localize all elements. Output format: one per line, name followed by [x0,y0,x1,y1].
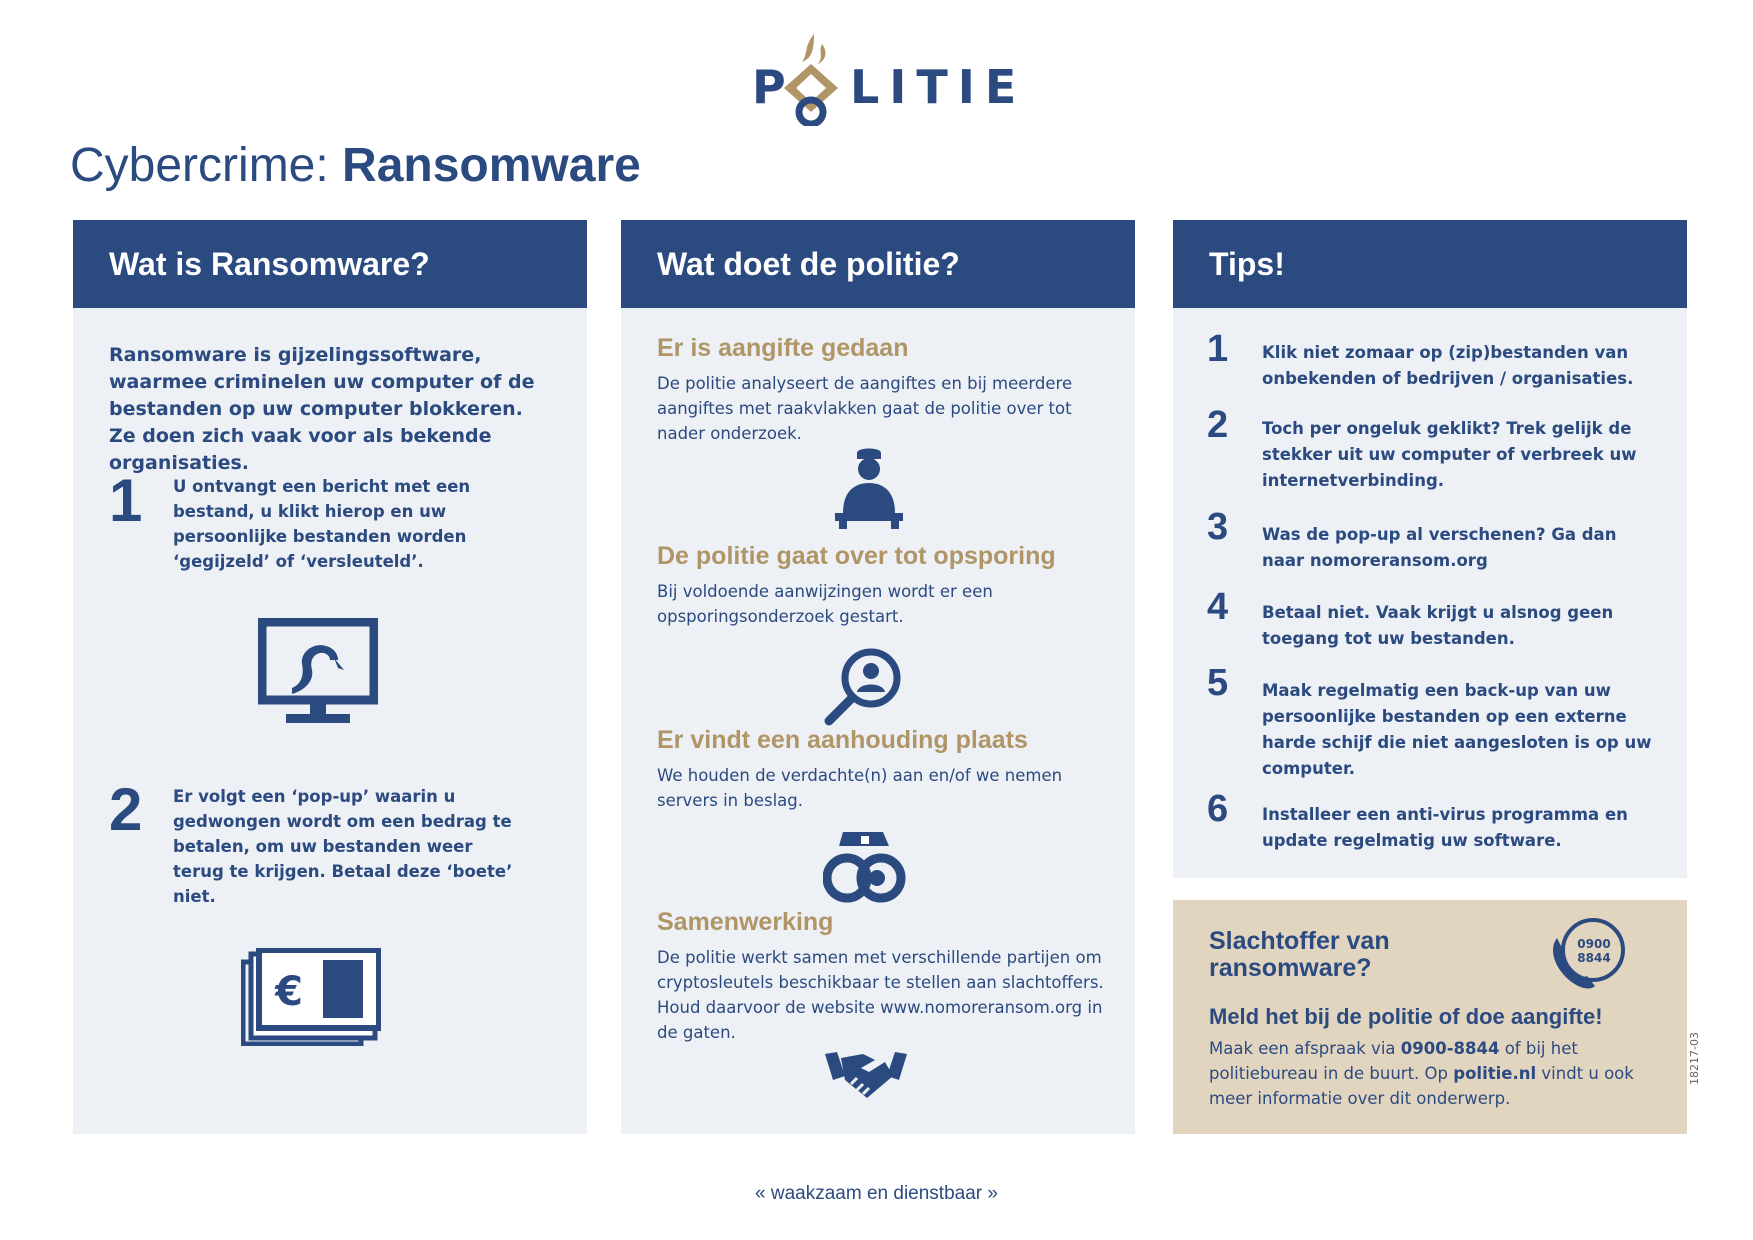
money-euro-icon: € [241,948,381,1046]
document-code: 18217-03 [1688,1032,1701,1085]
column-tips: Tips! 1 Klik niet zomaar op (zip)bestand… [1173,220,1687,878]
slogan: « waakzaam en dienstbaar » [755,1183,998,1204]
phone-badge-line1: 0900 [1577,937,1610,951]
tip-number: 2 [1207,404,1229,446]
column-heading: Wat is Ransomware? [73,220,587,308]
step-number: 2 [109,776,143,843]
police-officer-icon [835,448,903,529]
column-police: Wat doet de politie? Er is aangifte geda… [621,220,1135,1134]
tip-text: Klik niet zomaar op (zip)bestanden van o… [1262,343,1634,388]
computer-hook-icon [258,618,378,723]
handcuffs-icon [823,832,906,903]
title-bold: Ransomware [342,139,641,192]
step-text: U ontvangt een bericht met een bestand, … [173,477,471,571]
victim-text-c: vindt u ook meer informatie over dit ond… [1209,1064,1634,1108]
politie-logo: P LITIE [750,30,1016,130]
politie-emblem-icon [784,34,838,126]
column-body: 1 Klik niet zomaar op (zip)bestanden van… [1173,308,1687,878]
victim-text-a: Maak een afspraak via [1209,1039,1401,1058]
victim-site: politie.nl [1453,1064,1537,1083]
intro-text: Ransomware is gijzelingssoftware, waarme… [109,344,535,474]
tip-number: 5 [1207,662,1229,704]
section-title: De politie gaat over tot opsporing [657,542,1056,570]
phone-icon: 0900 8844 [1553,918,1625,989]
victim-phone: 0900-8844 [1400,1039,1500,1058]
tip-text: Maak regelmatig een back-up van uw perso… [1262,681,1652,778]
step-text: Er volgt een ‘pop-up’ waarin u gedwongen… [173,787,513,906]
section-title: Er is aangifte gedaan [657,334,909,362]
tip-text: Betaal niet. Vaak krijgt u alsnog geen t… [1262,603,1614,648]
tip-text: Toch per ongeluk geklikt? Trek gelijk de… [1262,419,1637,490]
section-text: De politie werkt samen met verschillende… [657,948,1104,1042]
magnifier-person-icon [824,648,901,726]
handshake-icon [825,1052,907,1098]
victim-cta: Meld het bij de politie of doe aangifte! [1209,1004,1603,1029]
victim-box: Slachtoffer van ransomware? 0900 8844 Me… [1173,900,1687,1134]
victim-text-b: of bij het politiebureau in de buurt. Op [1209,1039,1578,1083]
tip-number: 3 [1207,506,1229,548]
logo-text-p: P [752,60,796,114]
section-text: Bij voldoende aanwijzingen wordt er een … [657,582,993,626]
victim-heading-line2: ransomware? [1209,954,1372,982]
section-title: Er vindt een aanhouding plaats [657,726,1028,754]
column-heading: Wat doet de politie? [621,220,1135,308]
victim-text: Maak een afspraak via 0900-8844 of bij h… [1209,1036,1649,1111]
tip-number: 1 [1207,328,1229,370]
title-prefix: Cybercrime: [70,139,343,192]
tip-text: Installeer een anti-virus programma en u… [1262,805,1628,850]
column-what-is: Wat is Ransomware? Ransomware is gijzeli… [73,220,587,1134]
column-body: Ransomware is gijzelingssoftware, waarme… [73,308,587,1134]
euro-symbol: € [274,969,303,1015]
victim-heading: Slachtoffer van ransomware? [1209,928,1390,982]
column-heading: Tips! [1173,220,1687,308]
section-text: We houden de verdachte(n) aan en/of we n… [657,766,1063,810]
victim-heading-line1: Slachtoffer van [1209,927,1390,955]
section-text: De politie analyseert de aangiftes en bi… [657,374,1073,443]
tip-number: 6 [1207,788,1229,830]
logo-text-litie: LITIE [850,60,1027,114]
tip-text: Was de pop-up al verschenen? Ga dan naar… [1262,525,1617,570]
tip-number: 4 [1207,586,1229,628]
phone-badge-line2: 8844 [1577,951,1610,965]
step-number: 1 [109,467,143,534]
column-body: Er is aangifte gedaan De politie analyse… [621,308,1135,1134]
page-title: Cybercrime: Ransomware [70,138,641,193]
section-title: Samenwerking [657,908,834,936]
